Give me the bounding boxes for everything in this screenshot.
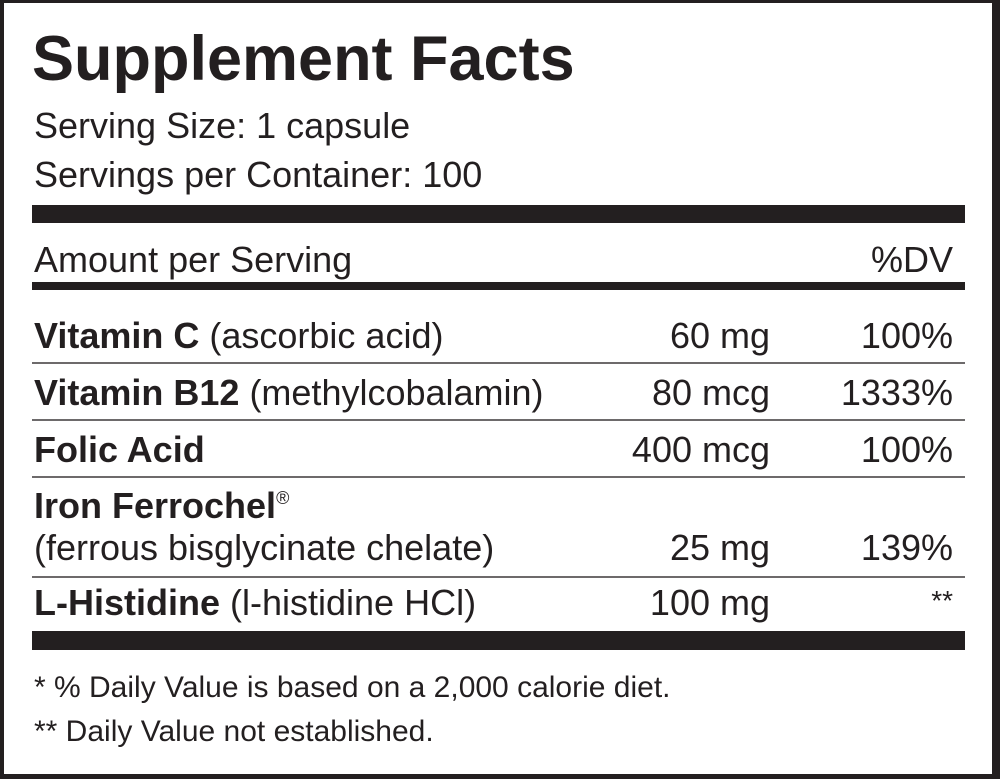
- nutrient-amount: 400 mcg: [631, 429, 770, 470]
- header-amount: Amount per Serving: [34, 239, 353, 280]
- nutrient-amount: 80 mcg: [651, 372, 770, 413]
- nutrient-detail: (ferrous bisglycinate chelate): [34, 527, 495, 568]
- serving-size: Serving Size: 1 capsule: [34, 105, 411, 146]
- registered-mark: ®: [276, 488, 290, 508]
- nutrient-name: Vitamin B12: [34, 372, 240, 413]
- nutrient-dv: 100%: [860, 315, 953, 356]
- nutrient-row-folic-acid: Folic Acid: [34, 430, 205, 470]
- nutrient-detail: (methylcobalamin): [249, 372, 544, 413]
- nutrient-amount: 25 mg: [669, 527, 770, 568]
- row-divider: [32, 576, 965, 578]
- row-divider: [32, 362, 965, 364]
- nutrient-detail: (ascorbic acid): [209, 315, 444, 356]
- nutrient-name: Vitamin C: [34, 315, 200, 356]
- row-divider: [32, 419, 965, 421]
- nutrient-row-vitamin-b12: Vitamin B12 (methylcobalamin): [34, 373, 544, 413]
- medium-divider: [32, 282, 965, 290]
- nutrient-dv: 100%: [860, 429, 953, 470]
- nutrient-dv: **: [931, 585, 953, 616]
- header-dv: %DV: [870, 239, 953, 280]
- nutrient-dv: 139%: [860, 527, 953, 568]
- thick-divider: [32, 631, 965, 650]
- nutrient-name: Iron Ferrochel: [34, 485, 277, 526]
- nutrient-row-l-histidine: L-Histidine (l-histidine HCl): [34, 583, 476, 623]
- nutrient-name: L-Histidine: [34, 582, 220, 623]
- thick-divider: [32, 205, 965, 223]
- servings-per-container: Servings per Container: 100: [34, 154, 483, 195]
- row-divider: [32, 476, 965, 478]
- nutrient-row-iron: Iron Ferrochel®: [34, 486, 289, 526]
- footnote-not-established: ** Daily Value not established.: [34, 715, 434, 748]
- footnote-daily-value: * % Daily Value is based on a 2,000 calo…: [34, 671, 671, 704]
- nutrient-dv: 1333%: [840, 372, 953, 413]
- nutrient-amount: 100 mg: [649, 582, 770, 623]
- nutrient-row-vitamin-c: Vitamin C (ascorbic acid): [34, 316, 443, 356]
- nutrient-name: Folic Acid: [34, 429, 205, 470]
- nutrient-detail: (l-histidine HCl): [230, 582, 477, 623]
- nutrient-amount: 60 mg: [669, 315, 770, 356]
- label-title: Supplement Facts: [32, 24, 575, 94]
